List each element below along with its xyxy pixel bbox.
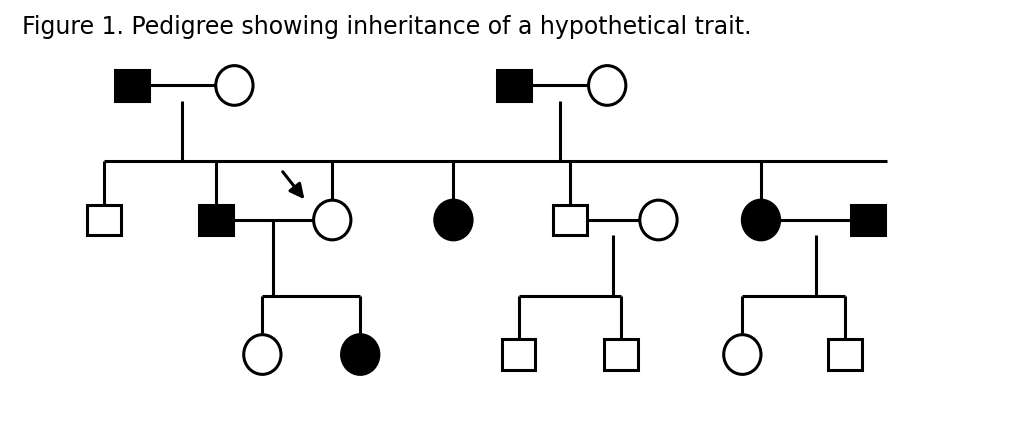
Bar [851,205,885,235]
Text: Figure 1. Pedigree showing inheritance of a hypothetical trait.: Figure 1. Pedigree showing inheritance o… [22,15,751,39]
Ellipse shape [341,335,379,374]
Bar [553,205,587,235]
Ellipse shape [435,200,472,240]
Ellipse shape [639,200,677,240]
Bar [87,205,120,235]
Bar [199,205,232,235]
Bar [829,339,861,370]
Bar [604,339,638,370]
Ellipse shape [244,335,281,374]
Bar [115,70,149,101]
Ellipse shape [216,66,253,105]
Bar [502,339,536,370]
Ellipse shape [742,200,779,240]
Ellipse shape [314,200,351,240]
Bar [498,70,530,101]
Ellipse shape [589,66,626,105]
Ellipse shape [724,335,761,374]
